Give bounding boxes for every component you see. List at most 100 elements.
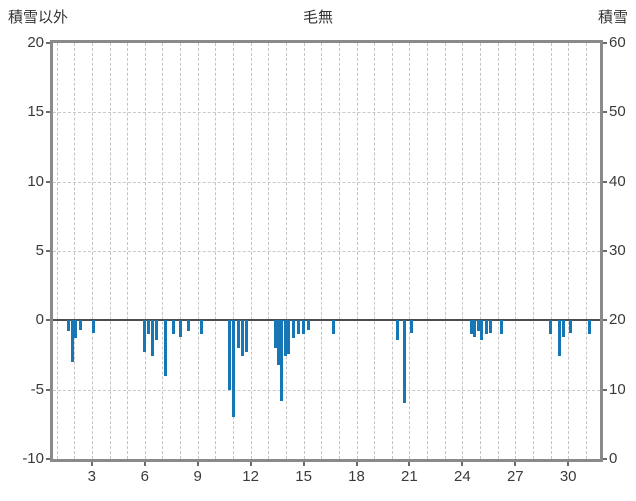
bar	[273, 320, 277, 348]
bar	[291, 320, 295, 339]
y-left-tick-mark	[46, 458, 50, 460]
bar	[476, 320, 480, 332]
left-axis-title: 積雪以外	[8, 9, 69, 26]
bar	[484, 320, 488, 335]
bar	[332, 320, 336, 335]
y-right-tick-mark	[603, 180, 607, 183]
x-tick-mark	[355, 462, 358, 466]
y-right-tick-mark	[603, 42, 607, 44]
x-tick-label: 30	[559, 468, 577, 485]
y-left-tick-mark	[46, 111, 50, 114]
bar	[296, 320, 300, 335]
y-right-tick-mark	[603, 250, 607, 252]
bar	[67, 320, 71, 332]
bar	[307, 320, 311, 330]
bar	[164, 320, 168, 376]
x-tick-label: 9	[193, 468, 202, 485]
y-left-tick-mark	[46, 388, 50, 391]
y-right-tick-label: 60	[609, 34, 626, 51]
bar	[402, 320, 406, 404]
bar	[151, 320, 155, 357]
x-tick-mark	[143, 462, 146, 466]
x-tick-label: 12	[242, 468, 259, 485]
bar	[178, 320, 182, 337]
bar	[244, 320, 248, 353]
y-right-tick-label: 10	[609, 380, 626, 398]
x-tick-mark	[567, 462, 570, 466]
y-right-tick-label: 0	[609, 450, 618, 467]
x-tick-label: 6	[140, 468, 149, 485]
x-tick-label: 24	[454, 468, 471, 485]
plot-area	[53, 43, 600, 459]
bar	[489, 320, 493, 333]
y-left-tick-label: 20	[27, 34, 44, 51]
bar	[562, 320, 566, 337]
y-left-tick-mark	[46, 250, 50, 252]
bar	[70, 320, 74, 362]
bar	[74, 320, 78, 339]
bar	[276, 320, 280, 365]
bar	[568, 320, 572, 333]
y-left-tick-mark	[46, 319, 50, 322]
zero-line	[53, 319, 600, 322]
y-right-tick-mark	[603, 111, 607, 114]
x-tick-mark	[514, 462, 517, 466]
gridline-horizontal	[53, 251, 600, 252]
y-right-tick-label: 50	[609, 103, 626, 121]
y-right-tick-label: 40	[609, 172, 626, 190]
chart-title: 毛無	[302, 9, 333, 26]
x-tick-mark	[249, 462, 252, 466]
bar	[146, 320, 150, 335]
y-left-tick-mark	[46, 42, 50, 44]
bar	[302, 320, 306, 335]
y-left-tick-label: 10	[27, 172, 44, 190]
x-tick-label: 27	[506, 468, 524, 485]
y-left-tick-label: 0	[35, 311, 44, 329]
x-tick-mark	[302, 462, 305, 466]
y-right-tick-mark	[603, 388, 607, 391]
bar	[409, 320, 413, 333]
gridline-horizontal	[53, 389, 600, 391]
x-tick-label: 3	[87, 468, 96, 485]
y-left-tick-label: 5	[35, 242, 44, 259]
bar	[231, 320, 235, 418]
y-right-tick-label: 30	[609, 242, 626, 259]
y-left-tick-label: -5	[30, 380, 44, 398]
y-right-tick-label: 20	[609, 311, 626, 329]
bar	[199, 320, 203, 335]
bar	[154, 320, 158, 340]
y-left-tick-mark	[46, 180, 50, 183]
bar	[557, 320, 561, 357]
x-tick-mark	[90, 462, 93, 466]
bar	[473, 320, 477, 337]
bar	[92, 320, 96, 333]
x-tick-label: 15	[295, 468, 312, 485]
bar	[287, 320, 291, 354]
y-left-tick-label: -10	[22, 450, 44, 467]
bar	[236, 320, 240, 348]
bar	[587, 320, 591, 335]
bar	[228, 320, 231, 390]
bar	[480, 320, 484, 340]
gridline-horizontal	[53, 181, 600, 183]
bar	[187, 320, 191, 332]
bar	[78, 320, 82, 330]
x-tick-mark	[408, 462, 411, 466]
bar	[549, 320, 553, 335]
x-tick-mark	[196, 462, 199, 466]
bar	[395, 320, 399, 340]
gridline-horizontal	[53, 112, 600, 114]
right-axis-title: 積雪	[597, 9, 628, 26]
y-left-tick-label: 15	[27, 103, 44, 121]
bar	[280, 320, 283, 401]
bar	[143, 320, 147, 353]
x-tick-mark	[461, 462, 464, 466]
bar	[241, 320, 245, 357]
bar	[171, 320, 175, 335]
bar	[499, 320, 503, 335]
bar	[469, 320, 473, 335]
x-tick-label: 18	[348, 468, 365, 485]
bar	[283, 320, 287, 357]
x-tick-label: 21	[401, 468, 418, 485]
y-right-tick-mark	[603, 458, 607, 460]
